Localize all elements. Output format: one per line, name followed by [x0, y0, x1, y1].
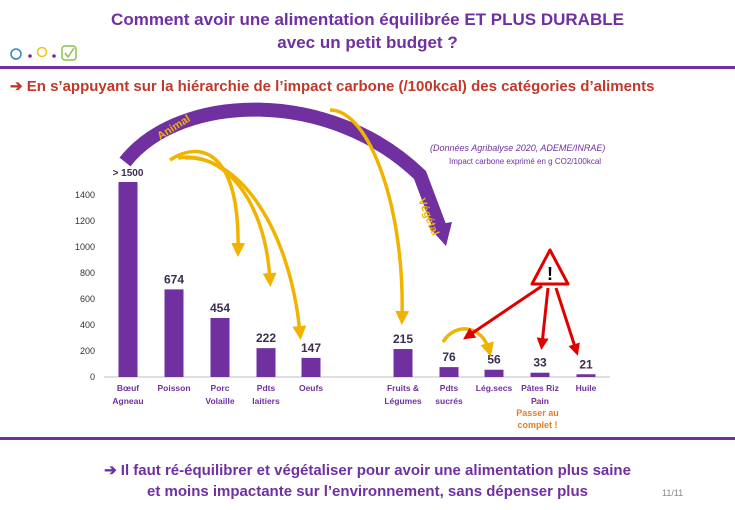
bar	[164, 289, 184, 377]
category-label: Fruits &	[387, 383, 419, 393]
annotation-note: Passer au complet !	[505, 407, 570, 431]
y-tick-label: 1200	[75, 216, 95, 226]
category-label: Huile	[576, 383, 597, 393]
conclusion-line-2: et moins impactante sur l’environnement,…	[147, 483, 588, 500]
data-source: (Données Agribalyse 2020, ADEME/INRAE)	[430, 143, 606, 153]
bar-chart: 0 200 400 600 800 1000 1200 1400 > 1500 Bœuf Agnea…	[75, 102, 610, 406]
warning-arrow	[463, 284, 543, 340]
substitution-arrow	[184, 156, 307, 340]
data-label: 33	[533, 356, 547, 370]
top-divider	[0, 66, 735, 69]
y-tick-label: 200	[80, 346, 95, 356]
category-label: Pain	[531, 396, 549, 406]
page-number: 11/11	[662, 488, 684, 498]
logo-icon	[10, 45, 77, 61]
bar	[118, 182, 138, 377]
warning-arrow	[536, 287, 550, 350]
bar	[210, 317, 230, 377]
annotation-arrow: ↓	[534, 396, 539, 406]
substitution-arrow	[329, 108, 410, 325]
slide-title: Comment avoir une alimentation équilibré…	[0, 8, 735, 54]
category-label: Pdts	[440, 383, 459, 393]
category-label: laitiers	[252, 396, 280, 406]
warning-symbol: !	[547, 264, 553, 284]
data-label: 674	[164, 272, 184, 286]
substitution-arrow	[169, 149, 246, 257]
group-label-animal: Animal	[155, 113, 192, 143]
bar	[484, 369, 504, 377]
substitution-arrow	[441, 327, 494, 357]
data-label: > 1500	[113, 168, 144, 179]
data-label: 454	[210, 301, 230, 315]
animal-vegetal-band	[119, 102, 447, 231]
title-line-1: Comment avoir une alimentation équilibré…	[111, 10, 624, 29]
y-tick-label: 400	[80, 320, 95, 330]
bar	[530, 372, 550, 377]
bar	[393, 349, 413, 377]
warning-icon	[530, 248, 570, 286]
category-label: Bœuf	[117, 383, 139, 393]
data-label: 215	[393, 332, 413, 346]
category-label: Pdts	[257, 383, 276, 393]
data-label: 56	[487, 353, 501, 367]
category-label: Pâtes Riz	[521, 383, 559, 393]
y-tick-label: 600	[80, 294, 95, 304]
substitution-arrow	[177, 155, 277, 287]
category-label: Poisson	[157, 383, 190, 393]
data-label: 76	[442, 350, 456, 364]
y-tick-label: 1400	[75, 190, 95, 200]
category-label: Oeufs	[299, 383, 323, 393]
conclusion-line-1: ➔ Il faut ré-équilibrer et végétaliser p…	[104, 462, 631, 479]
y-tick-label: 0	[90, 372, 95, 382]
data-label: 21	[579, 357, 593, 371]
bar	[256, 348, 276, 377]
bar	[576, 374, 596, 377]
bar	[301, 357, 321, 377]
conclusion: ➔ Il faut ré-équilibrer et végétaliser p…	[0, 460, 735, 502]
bar	[439, 367, 459, 377]
y-tick-label: 1000	[75, 242, 95, 252]
annotation-line-1: Passer au	[516, 408, 559, 418]
y-tick-label: 800	[80, 268, 95, 278]
band-arrowhead	[428, 222, 452, 246]
title-line-2: avec un petit budget ?	[277, 33, 458, 52]
y-axis-unit: Impact carbone exprimé en g CO2/100kcal	[449, 157, 602, 166]
data-label: 147	[301, 341, 321, 355]
subtitle: ➔ En s’appuyant sur la hiérarchie de l’i…	[10, 78, 655, 95]
category-label: Légumes	[384, 396, 422, 406]
data-label: 222	[256, 331, 276, 345]
category-label: Lég.secs	[476, 383, 513, 393]
annotation-line-2: complet !	[517, 420, 558, 430]
category-label: Agneau	[112, 396, 143, 406]
warning-arrow	[554, 287, 580, 356]
category-label: sucrés	[435, 396, 463, 406]
category-label: Porc	[211, 383, 230, 393]
category-label: Volaille	[205, 396, 234, 406]
bottom-divider	[0, 437, 735, 440]
